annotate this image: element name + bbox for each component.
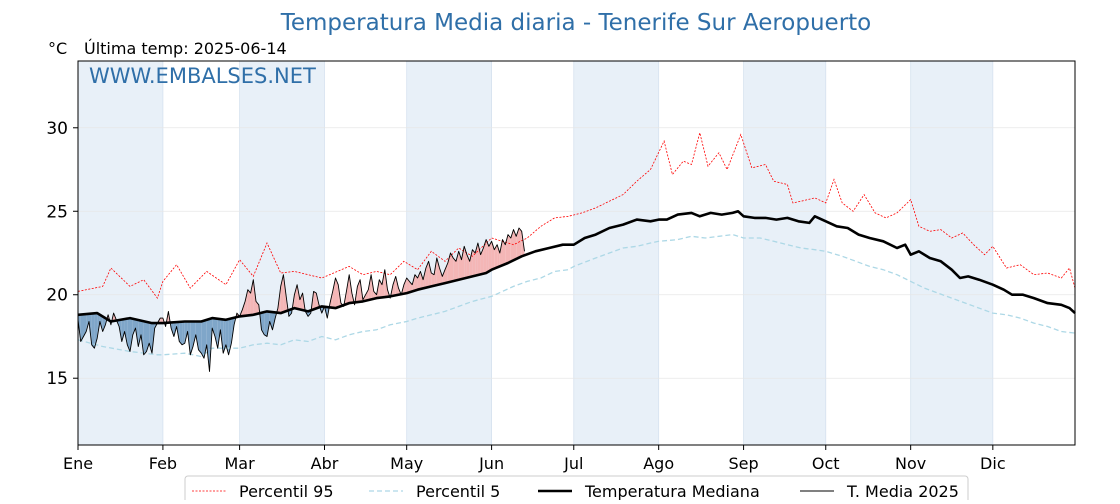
month-band-ene xyxy=(78,61,163,445)
x-axis: Ene Feb Mar Abr May Jun Jul Ago Sep Oct Nov Dic xyxy=(63,445,1006,473)
x-tick-label-sep: Sep xyxy=(729,454,759,473)
anomaly-above-fill xyxy=(508,235,511,263)
x-tick-label-dic: Dic xyxy=(980,454,1006,473)
y-tick-label-15: 15 xyxy=(46,369,68,389)
anomaly-below-fill xyxy=(182,322,185,345)
y-axis-unit-label: °C xyxy=(48,39,67,58)
y-axis: 15 20 25 30 xyxy=(46,119,78,389)
x-tick-label-mar: Mar xyxy=(225,454,256,473)
x-tick-label-jul: Jul xyxy=(563,454,583,473)
month-band-jul xyxy=(574,61,659,445)
anomaly-below-fill xyxy=(201,321,204,359)
x-tick-label-abr: Abr xyxy=(311,454,339,473)
chart-title: Temperatura Media diaria - Tenerife Sur … xyxy=(280,10,872,36)
x-tick-label-nov: Nov xyxy=(895,454,926,473)
x-tick-label-ene: Ene xyxy=(63,454,93,473)
x-tick-label-jun: Jun xyxy=(478,454,504,473)
x-tick-label-ago: Ago xyxy=(643,454,674,473)
anomaly-below-fill xyxy=(144,321,147,355)
anomaly-above-fill xyxy=(248,290,251,316)
last-temperature-date: Última temp: 2025-06-14 xyxy=(84,39,287,58)
anomaly-above-fill xyxy=(519,228,522,258)
x-tick-label-oct: Oct xyxy=(812,454,840,473)
legend-label-median: Temperatura Mediana xyxy=(584,482,760,500)
y-tick-label-25: 25 xyxy=(46,202,68,222)
watermark-text: WWW.EMBALSES.NET xyxy=(89,64,316,88)
anomaly-below-fill xyxy=(193,322,196,347)
anomaly-below-fill xyxy=(199,322,202,354)
month-band-sep xyxy=(744,61,826,445)
anomaly-above-fill xyxy=(431,273,434,286)
month-band-mar xyxy=(240,61,325,445)
legend-label-percentil-95: Percentil 95 xyxy=(239,482,334,500)
month-bands xyxy=(78,61,993,445)
legend-label-percentil-5: Percentil 5 xyxy=(416,482,500,500)
legend-label-t-media-2025: T. Media 2025 xyxy=(846,482,959,500)
x-tick-label-may: May xyxy=(390,454,423,473)
anomaly-above-fill xyxy=(314,291,317,309)
anomaly-below-fill xyxy=(264,311,267,336)
anomaly-below-fill xyxy=(92,313,95,348)
anomaly-below-fill xyxy=(212,318,215,336)
y-tick-label-20: 20 xyxy=(46,286,68,306)
y-tick-label-30: 30 xyxy=(46,119,68,139)
x-tick-label-feb: Feb xyxy=(149,454,177,473)
legend: Percentil 95 Percentil 5 Temperatura Media… xyxy=(185,476,968,500)
